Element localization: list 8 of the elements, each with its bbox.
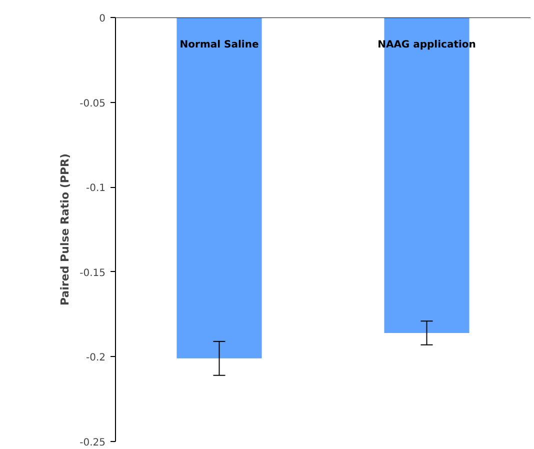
y-tick-label: -0.05 [80,98,106,110]
y-tick-label: -0.1 [86,183,106,194]
y-axis-title: Paired Pulse Ratio (PPR) [58,153,72,306]
y-tick-label: -0.25 [80,438,106,448]
y-tick-label: -0.2 [86,352,106,364]
x-tick-label: Normal Saline [180,40,259,50]
y-tick-label: 0 [99,14,106,24]
y-tick-label: -0.15 [80,268,106,279]
